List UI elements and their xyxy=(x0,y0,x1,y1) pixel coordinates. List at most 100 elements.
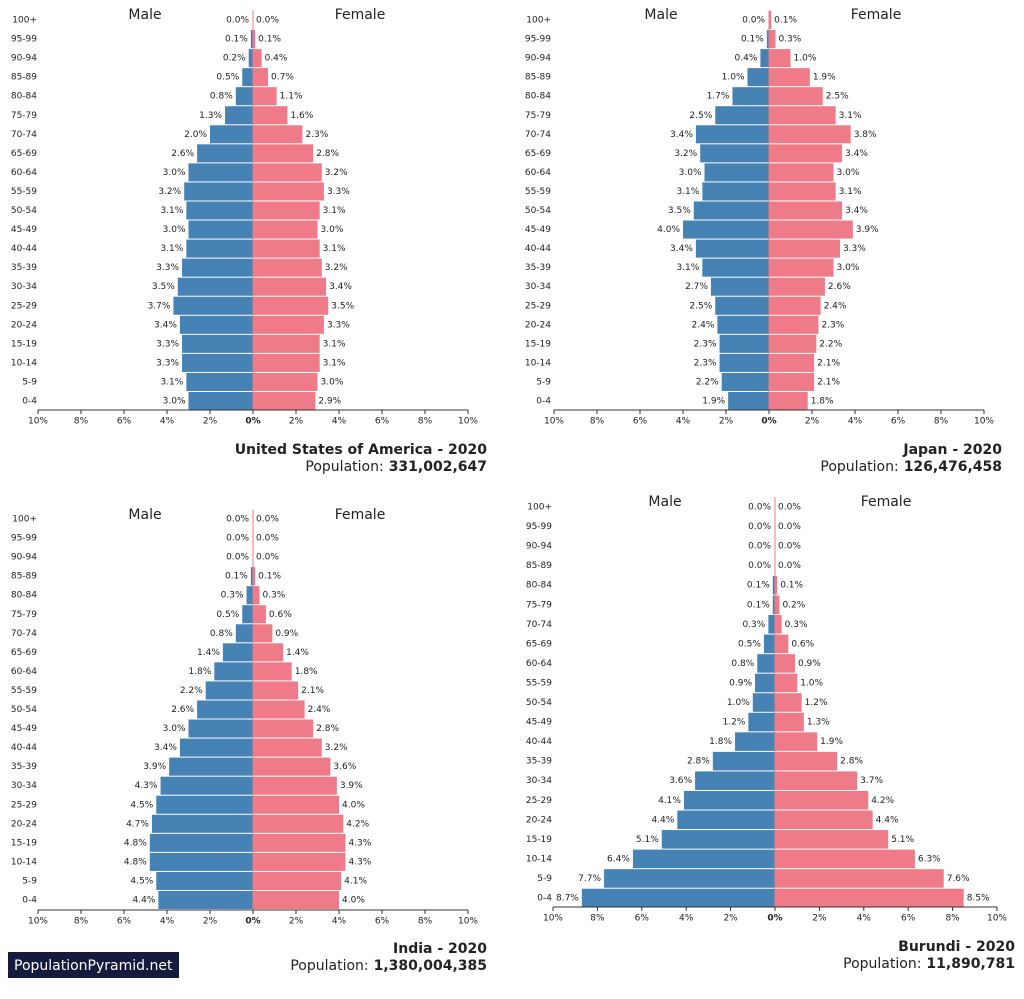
value-label: 4.0% xyxy=(657,225,680,235)
bar xyxy=(775,888,964,908)
x-tick-label: 8% xyxy=(934,417,949,427)
bar xyxy=(604,869,775,888)
y-tick-label: 65-69 xyxy=(11,149,37,159)
value-label: 3.1% xyxy=(676,263,699,273)
bar xyxy=(769,87,823,106)
y-tick-label: 20-24 xyxy=(525,320,551,330)
value-label: 0.1% xyxy=(747,600,770,610)
value-label: 3.0% xyxy=(679,168,702,178)
value-label: 4.3% xyxy=(348,838,371,848)
x-tick-label: 2% xyxy=(203,417,218,427)
bar xyxy=(253,353,320,372)
value-label: 1.0% xyxy=(800,678,823,688)
value-label: 3.5% xyxy=(668,206,691,216)
x-tick-label: 6% xyxy=(635,914,650,924)
bar xyxy=(250,30,253,49)
value-label: 0.1% xyxy=(225,35,248,45)
x-tick-label: 6% xyxy=(375,917,390,927)
bar xyxy=(186,201,253,220)
bar xyxy=(197,700,253,719)
legend-female: Female xyxy=(851,7,902,23)
value-label: 0.5% xyxy=(216,610,239,620)
bar xyxy=(769,163,834,182)
chart-title: Burundi - 2020 xyxy=(898,939,1015,955)
y-tick-label: 80-84 xyxy=(525,92,551,102)
x-tick-label: 4% xyxy=(679,914,694,924)
y-tick-label: 10-14 xyxy=(526,854,552,864)
y-tick-label: 65-69 xyxy=(526,639,552,649)
value-label: 4.2% xyxy=(346,819,369,829)
value-label: 1.8% xyxy=(709,737,732,747)
bar xyxy=(253,391,316,411)
legend-male: Male xyxy=(648,494,681,510)
y-tick-label: 25-29 xyxy=(526,796,552,806)
y-tick-label: 50-54 xyxy=(526,698,552,708)
value-label: 1.9% xyxy=(702,397,725,407)
value-label: 3.4% xyxy=(154,743,177,753)
y-tick-label: 100+ xyxy=(526,16,551,26)
value-label: 3.3% xyxy=(156,358,179,368)
value-label: 0.0% xyxy=(226,16,249,26)
bar xyxy=(732,87,769,106)
y-tick-label: 35-39 xyxy=(11,263,37,273)
bar xyxy=(677,810,775,830)
value-label: 3.6% xyxy=(333,762,356,772)
value-label: 6.4% xyxy=(607,854,630,864)
bar xyxy=(253,296,329,315)
y-tick-label: 60-64 xyxy=(525,168,551,178)
x-tick-label: 2% xyxy=(812,914,827,924)
y-tick-label: 90-94 xyxy=(11,553,37,563)
value-label: 3.9% xyxy=(143,762,166,772)
bar xyxy=(752,693,775,712)
x-tick-label: 2% xyxy=(805,417,820,427)
bar xyxy=(769,334,817,353)
y-tick-label: 55-59 xyxy=(525,187,551,197)
value-label: 4.3% xyxy=(135,781,158,791)
population-label: Population: xyxy=(290,958,368,974)
value-label: 1.4% xyxy=(197,648,220,658)
y-tick-label: 100+ xyxy=(527,503,552,513)
x-tick-label: 6% xyxy=(117,917,132,927)
bar xyxy=(253,738,322,757)
bar xyxy=(775,732,818,751)
x-tick-label: 6% xyxy=(891,417,906,427)
value-label: 0.6% xyxy=(791,639,814,649)
y-tick-label: 80-84 xyxy=(11,92,37,102)
value-label: 8.5% xyxy=(967,894,990,904)
value-label: 0.1% xyxy=(747,581,770,591)
bar xyxy=(704,163,769,182)
value-label: 2.9% xyxy=(318,397,341,407)
bar xyxy=(173,296,253,315)
y-tick-label: 30-34 xyxy=(11,282,37,292)
bar xyxy=(632,849,775,869)
value-label: 1.0% xyxy=(794,54,817,64)
value-label: 1.3% xyxy=(199,111,222,121)
bar xyxy=(253,890,339,910)
bar xyxy=(719,334,769,353)
bar xyxy=(149,852,253,871)
y-tick-label: 90-94 xyxy=(11,54,37,64)
bar xyxy=(253,567,256,586)
value-label: 3.3% xyxy=(156,339,179,349)
y-tick-label: 55-59 xyxy=(526,678,552,688)
y-tick-label: 35-39 xyxy=(525,263,551,273)
y-tick-label: 30-34 xyxy=(526,776,552,786)
value-label: 2.8% xyxy=(687,757,710,767)
bar xyxy=(253,87,277,106)
x-tick-label: 0% xyxy=(767,914,782,924)
bar xyxy=(253,144,314,163)
value-label: 1.0% xyxy=(722,73,745,83)
y-tick-label: 100+ xyxy=(12,16,37,26)
value-label: 0.1% xyxy=(258,35,281,45)
x-tick-label: 4% xyxy=(332,417,347,427)
value-label: 0.9% xyxy=(798,659,821,669)
bar xyxy=(710,277,769,296)
y-tick-label: 45-49 xyxy=(11,225,37,235)
value-label: 4.5% xyxy=(130,800,153,810)
bar xyxy=(182,353,253,372)
value-label: 2.4% xyxy=(308,705,331,715)
y-tick-label: 75-79 xyxy=(11,111,37,121)
bar xyxy=(775,595,780,615)
value-label: 3.1% xyxy=(160,377,183,387)
y-tick-label: 10-14 xyxy=(525,358,551,368)
